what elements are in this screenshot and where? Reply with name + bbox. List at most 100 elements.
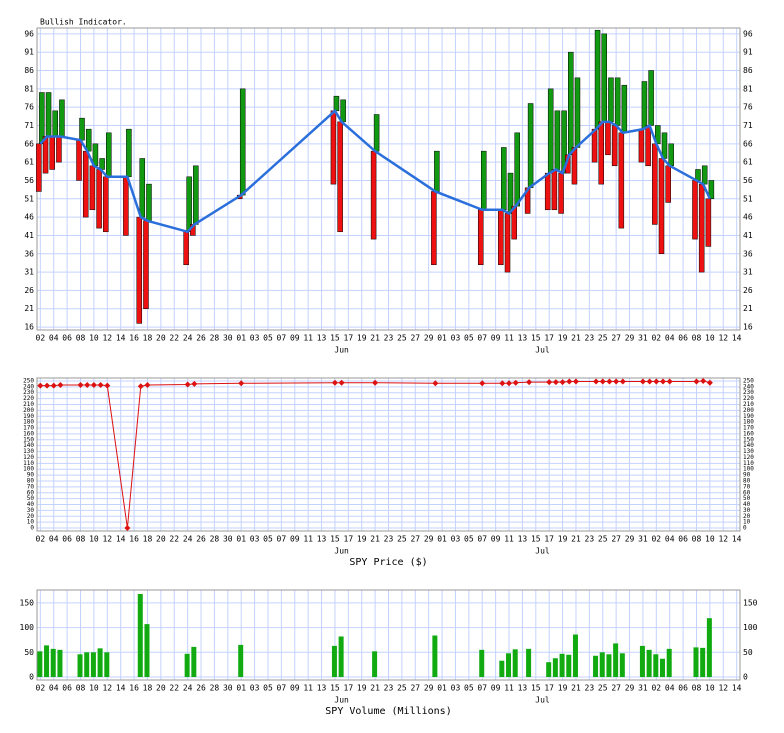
x-tick-label: 27 bbox=[611, 684, 621, 693]
y2-tick-label: 200 bbox=[743, 407, 754, 414]
y2-tick-label: 70 bbox=[743, 483, 751, 490]
volume-bar bbox=[104, 652, 110, 678]
price-marker bbox=[693, 378, 700, 385]
x-tick-label: 28 bbox=[210, 535, 220, 544]
volume-bar bbox=[639, 645, 645, 678]
x-tick-label: 15 bbox=[330, 334, 340, 343]
y-tick-label: 180 bbox=[23, 419, 34, 426]
volume-bar bbox=[191, 646, 197, 678]
x-tick-label: 05 bbox=[464, 334, 474, 343]
up-bar bbox=[106, 132, 112, 178]
x-tick-label: 13 bbox=[518, 334, 528, 343]
y2-tick-label: 91 bbox=[743, 48, 753, 57]
month-label: Jul bbox=[535, 346, 550, 355]
up-bar bbox=[59, 99, 65, 137]
y2-tick-label: 60 bbox=[743, 489, 751, 496]
x-tick-label: 01 bbox=[236, 334, 246, 343]
price-marker bbox=[559, 379, 566, 386]
up-bar bbox=[340, 99, 346, 123]
volume-bar bbox=[593, 655, 599, 678]
x-tick-label: 03 bbox=[250, 684, 260, 693]
up-bar bbox=[126, 128, 132, 178]
y2-tick-label: 50 bbox=[743, 648, 753, 657]
x-tick-label: 14 bbox=[732, 535, 742, 544]
x-tick-label: 27 bbox=[611, 535, 621, 544]
up-bar bbox=[45, 92, 52, 137]
up-bar bbox=[648, 70, 654, 126]
y-tick-label: 50 bbox=[27, 495, 35, 502]
x-tick-label: 08 bbox=[692, 535, 702, 544]
x-tick-label: 10 bbox=[705, 684, 715, 693]
x-tick-label: 23 bbox=[384, 334, 394, 343]
x-tick-label: 14 bbox=[116, 334, 126, 343]
plot-frame bbox=[36, 377, 741, 532]
y2-tick-label: 240 bbox=[743, 383, 754, 390]
y2-tick-label: 71 bbox=[743, 121, 753, 130]
x-tick-label: 17 bbox=[344, 535, 354, 544]
y2-tick-label: 20 bbox=[743, 513, 751, 520]
volume-bar bbox=[238, 644, 244, 678]
y-tick-label: 100 bbox=[20, 623, 35, 632]
y-tick-label: 90 bbox=[27, 472, 35, 479]
plot-frame bbox=[36, 589, 741, 681]
x-tick-label: 29 bbox=[625, 334, 635, 343]
x-tick-label: 29 bbox=[424, 535, 434, 544]
up-bar bbox=[527, 103, 534, 189]
y2-tick-label: 0 bbox=[743, 673, 748, 682]
price-marker bbox=[191, 380, 198, 387]
x-tick-label: 09 bbox=[491, 684, 501, 693]
x-tick-label: 25 bbox=[598, 535, 608, 544]
x-tick-label: 05 bbox=[263, 535, 273, 544]
down-bar bbox=[477, 209, 484, 266]
down-bar bbox=[618, 132, 625, 229]
down-bar bbox=[645, 125, 651, 167]
x-tick-label: 11 bbox=[504, 535, 514, 544]
x-tick-label: 07 bbox=[477, 684, 487, 693]
up-bar bbox=[239, 88, 246, 196]
month-label: Jun bbox=[334, 547, 349, 556]
y-tick-label: 46 bbox=[24, 213, 34, 222]
up-bar bbox=[333, 95, 340, 112]
x-tick-label: 05 bbox=[263, 684, 273, 693]
x-tick-label: 21 bbox=[571, 334, 581, 343]
volume-bar bbox=[97, 648, 103, 678]
x-tick-label: 02 bbox=[36, 535, 46, 544]
up-bar bbox=[594, 29, 601, 130]
down-bar bbox=[544, 172, 551, 211]
x-tick-label: 01 bbox=[236, 684, 246, 693]
x-tick-label: 10 bbox=[89, 334, 99, 343]
x-tick-label: 31 bbox=[638, 334, 648, 343]
up-bar bbox=[52, 110, 58, 137]
axis-label: SPY Price ($) bbox=[349, 557, 427, 568]
x-tick-label: 21 bbox=[571, 535, 581, 544]
x-tick-label: 08 bbox=[76, 334, 86, 343]
y2-tick-label: 160 bbox=[743, 430, 754, 437]
x-tick-label: 23 bbox=[384, 535, 394, 544]
x-tick-label: 30 bbox=[223, 684, 233, 693]
volume-bar bbox=[432, 635, 438, 678]
y2-tick-label: 210 bbox=[743, 401, 754, 408]
x-tick-label: 10 bbox=[705, 535, 715, 544]
x-tick-label: 12 bbox=[718, 535, 728, 544]
y2-tick-label: 190 bbox=[743, 413, 754, 420]
volume-bar bbox=[566, 654, 572, 678]
y2-tick-label: 250 bbox=[743, 377, 754, 384]
price-marker bbox=[566, 378, 573, 385]
price-marker bbox=[372, 379, 379, 386]
y2-tick-label: 180 bbox=[743, 419, 754, 426]
volume-bar bbox=[559, 653, 565, 678]
volume-bar bbox=[706, 618, 712, 678]
volume-bar bbox=[479, 649, 485, 678]
x-tick-label: 19 bbox=[357, 535, 367, 544]
x-tick-label: 11 bbox=[504, 334, 514, 343]
x-tick-label: 16 bbox=[129, 535, 139, 544]
volume-bar bbox=[546, 662, 552, 678]
x-tick-label: 04 bbox=[49, 535, 59, 544]
volume-bar bbox=[606, 654, 612, 678]
up-bar bbox=[186, 176, 192, 233]
y2-tick-label: 170 bbox=[743, 425, 754, 432]
x-tick-label: 24 bbox=[183, 535, 193, 544]
x-tick-label: 27 bbox=[410, 684, 420, 693]
y2-tick-label: 31 bbox=[743, 268, 753, 277]
